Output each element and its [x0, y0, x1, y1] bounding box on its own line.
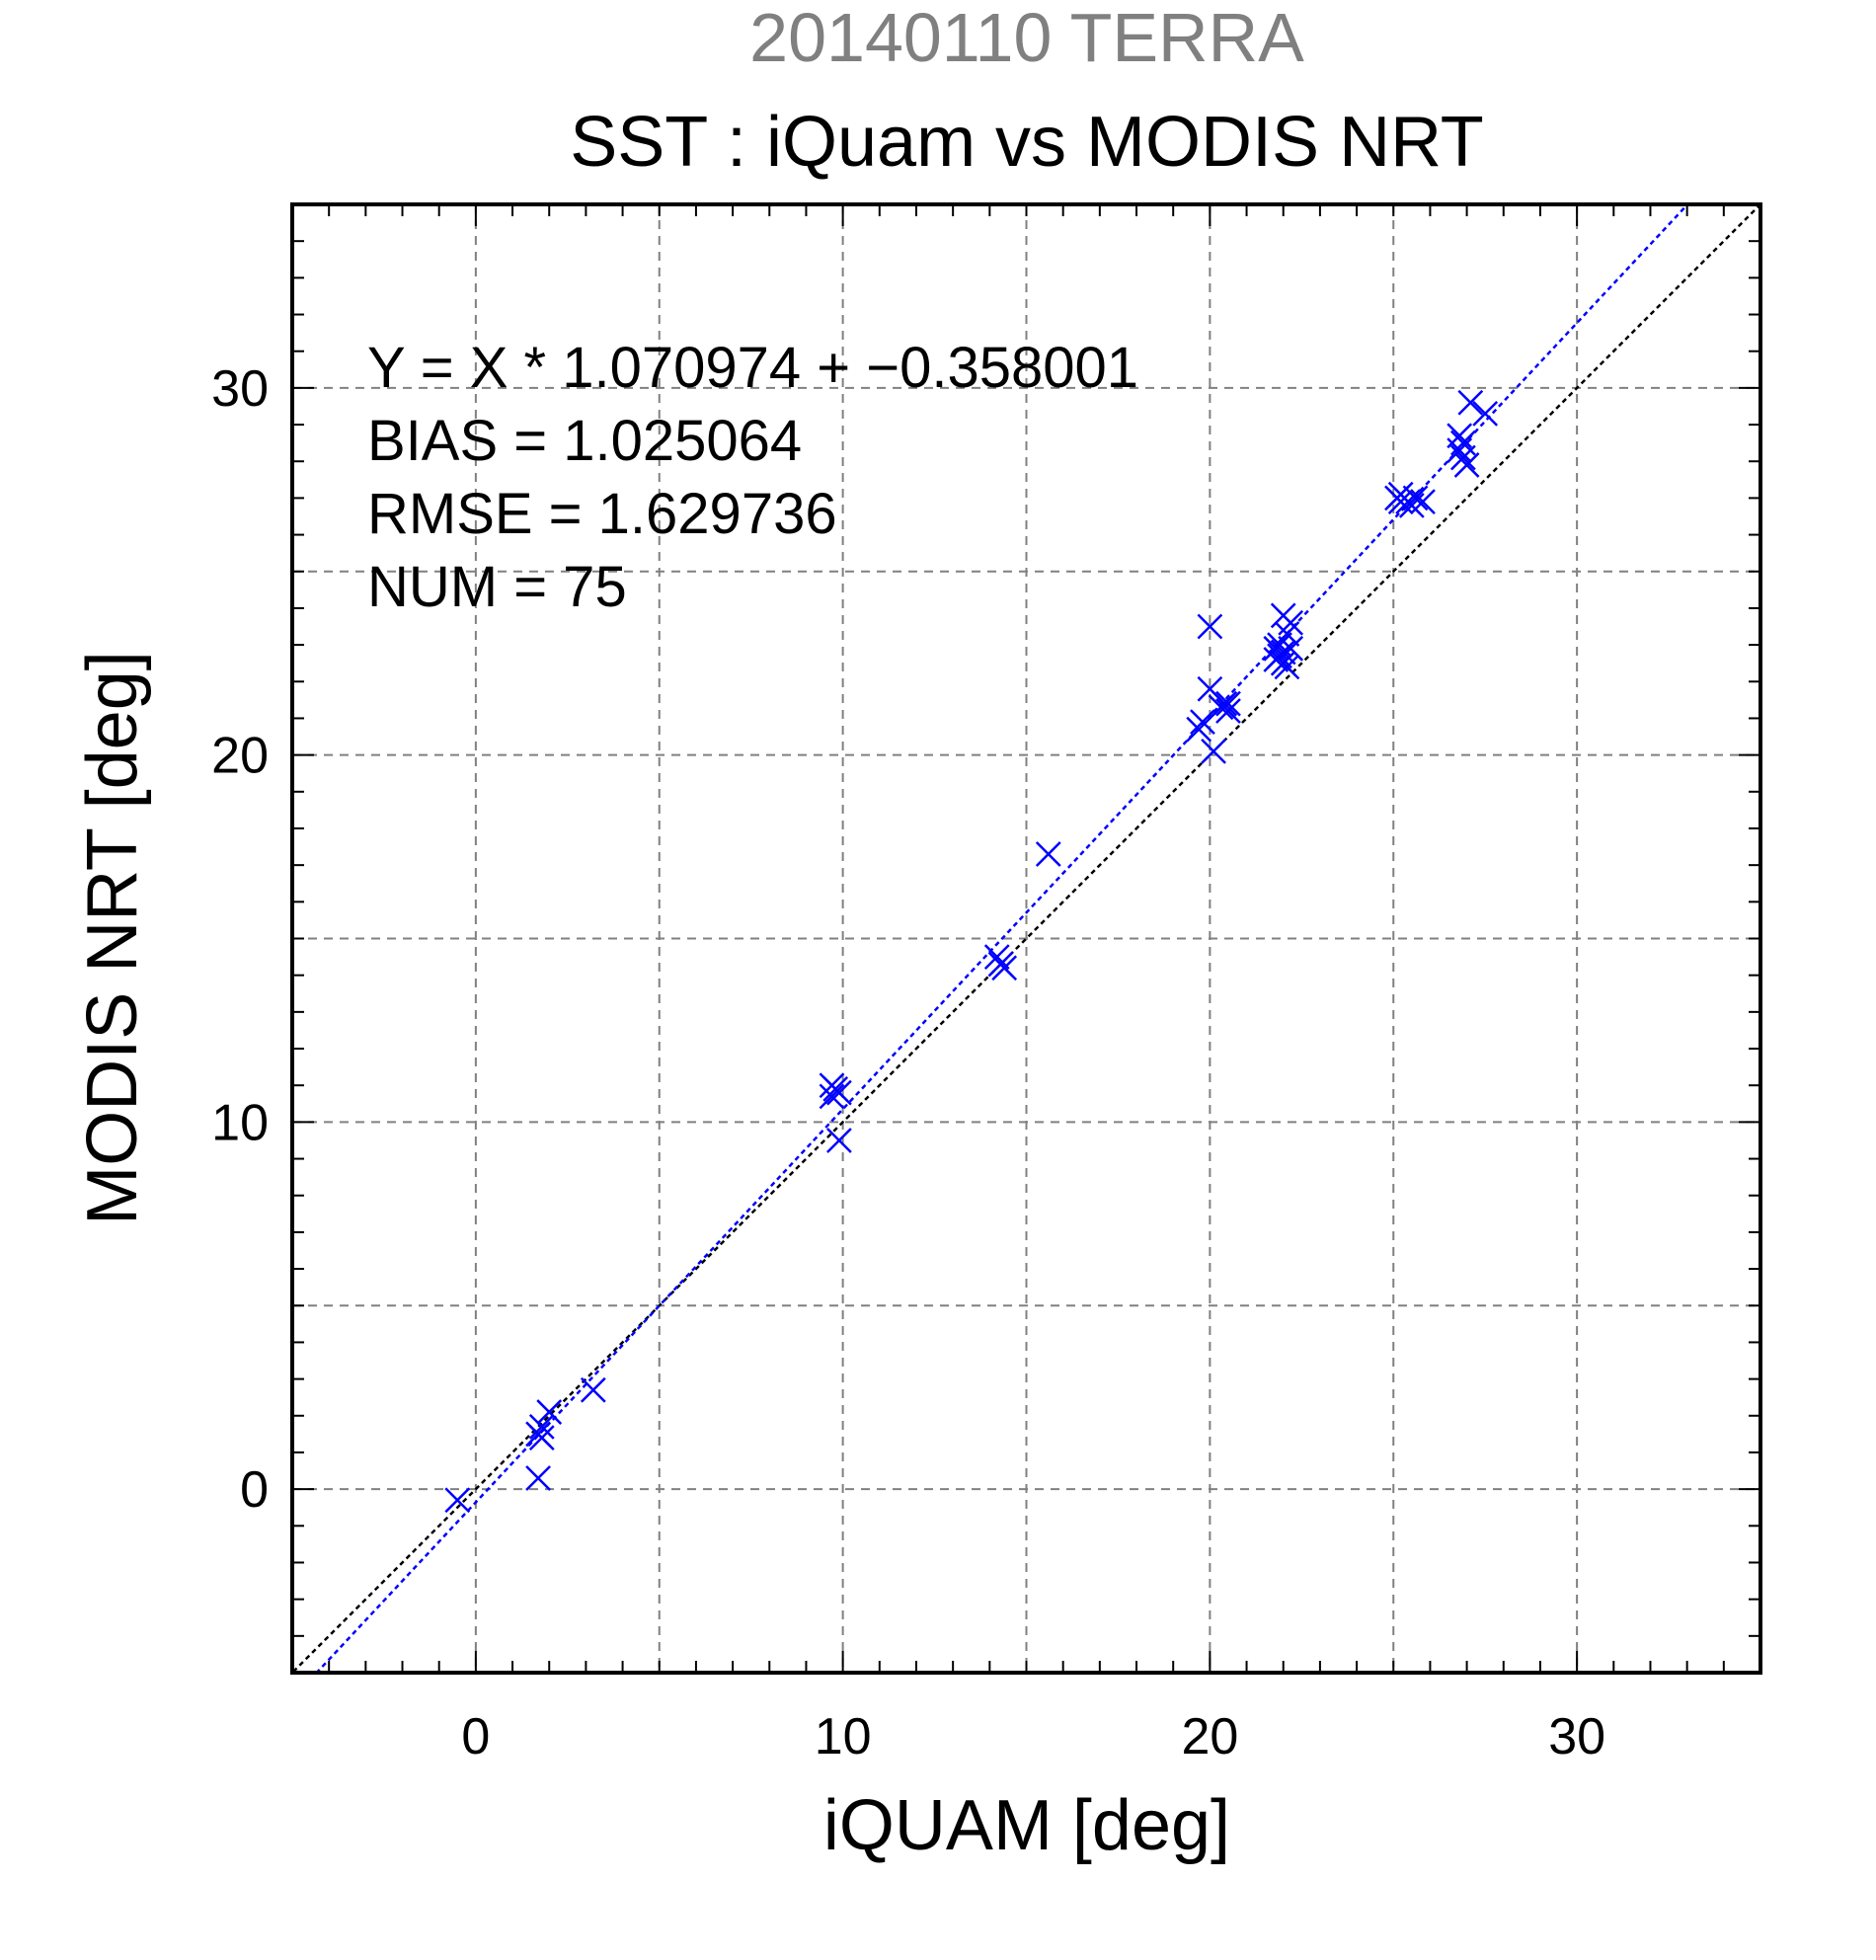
data-point	[1215, 698, 1241, 724]
data-point-stroke	[1278, 609, 1304, 636]
data-point-stroke	[528, 1414, 555, 1440]
data-point-stroke	[1457, 389, 1484, 416]
data-point	[819, 1083, 845, 1110]
data-point	[444, 1487, 471, 1514]
data-point-stroke	[826, 1079, 852, 1106]
data-point	[1197, 613, 1223, 640]
data-point-stroke	[1201, 739, 1226, 764]
data-point	[1446, 423, 1473, 449]
reference-lines	[292, 204, 1760, 1673]
stats-line: BIAS = 1.025064	[367, 409, 802, 473]
data-point-stroke	[1186, 716, 1212, 743]
data-point	[1278, 635, 1304, 662]
x-axis-label: iQUAM [deg]	[823, 1786, 1230, 1865]
data-point	[1402, 485, 1429, 511]
data-point	[1410, 489, 1436, 515]
y-tick-label: 0	[240, 1461, 269, 1519]
x-tick-label: 10	[815, 1708, 872, 1765]
data-point	[1278, 609, 1304, 636]
data-point-stroke	[1197, 675, 1223, 702]
data-point-stroke	[1215, 698, 1241, 724]
data-point-stroke	[580, 1376, 606, 1403]
axis-ticks: 0 10 20 30 0 10 20 30	[211, 203, 1761, 1765]
data-point-stroke	[1274, 654, 1300, 680]
y-tick-label: 30	[211, 360, 269, 418]
data-point-stroke	[1035, 841, 1061, 867]
data-point-stroke	[819, 1083, 845, 1110]
data-point	[1212, 690, 1238, 717]
data-point-stroke	[1270, 639, 1296, 666]
data-point-stroke	[1402, 485, 1429, 511]
data-point	[826, 1079, 852, 1106]
data-point-stroke	[525, 1465, 551, 1491]
chart-title: SST : iQuam vs MODIS NRT	[570, 103, 1484, 182]
data-point	[1457, 389, 1484, 416]
data-point	[1449, 430, 1476, 456]
data-point	[1449, 444, 1476, 471]
data-point	[1472, 401, 1499, 427]
x-tick-label: 20	[1181, 1708, 1238, 1765]
data-point-stroke	[1278, 635, 1304, 662]
data-point	[536, 1399, 563, 1425]
data-point-stroke	[1212, 690, 1238, 717]
data-point	[1190, 709, 1215, 736]
data-point-stroke	[1387, 489, 1414, 515]
data-point-stroke	[1446, 423, 1473, 449]
identity-line	[292, 204, 1760, 1673]
stats-line: Y = X * 1.070974 + −0.358001	[367, 336, 1138, 400]
data-point	[1201, 739, 1226, 764]
data-point	[1035, 841, 1061, 867]
data-point-stroke	[1190, 709, 1215, 736]
y-tick-label: 20	[211, 728, 269, 785]
data-point	[991, 955, 1018, 981]
data-point	[983, 944, 1010, 970]
data-point-stroke	[444, 1487, 471, 1514]
data-point	[1215, 690, 1241, 717]
data-point-stroke	[1453, 452, 1480, 478]
data-point-stroke	[826, 1128, 852, 1153]
x-tick-label: 0	[461, 1708, 490, 1765]
data-point	[1453, 452, 1480, 478]
data-point-stroke	[1410, 489, 1436, 515]
data-point-stroke	[528, 1425, 555, 1450]
data-point-stroke	[983, 944, 1010, 970]
x-tick-label: 30	[1548, 1708, 1605, 1765]
data-point-stroke	[536, 1399, 563, 1425]
stats-annotation: Y = X * 1.070974 + −0.358001 BIAS = 1.025…	[367, 336, 1138, 619]
data-point	[528, 1425, 555, 1450]
y-tick-label: 10	[211, 1094, 269, 1151]
data-point	[826, 1128, 852, 1153]
data-point-stroke	[1197, 613, 1223, 640]
data-point-stroke	[1449, 430, 1476, 456]
stats-line: RMSE = 1.629736	[367, 482, 837, 546]
data-point-stroke	[1215, 690, 1241, 717]
stats-line: NUM = 75	[367, 555, 627, 619]
chart-supertitle: 20140110 TERRA	[749, 0, 1304, 76]
data-point	[1186, 716, 1212, 743]
data-points	[444, 389, 1499, 1514]
data-point-stroke	[1472, 401, 1499, 427]
data-point	[580, 1376, 606, 1403]
grid	[292, 204, 1760, 1673]
y-axis-label: MODIS NRT [deg]	[73, 651, 152, 1225]
data-point-stroke	[991, 955, 1018, 981]
fit-line	[315, 204, 1689, 1673]
data-point	[528, 1414, 555, 1440]
data-point	[525, 1465, 551, 1491]
